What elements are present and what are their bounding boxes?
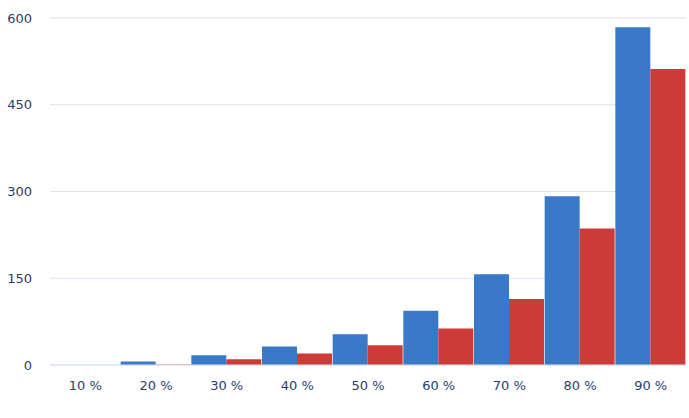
svg-text:10 %: 10 % [69, 378, 102, 393]
svg-text:60 %: 60 % [422, 378, 455, 393]
svg-text:0: 0 [24, 358, 32, 373]
svg-text:450: 450 [8, 97, 32, 112]
svg-text:40 %: 40 % [281, 378, 314, 393]
svg-text:50 %: 50 % [351, 378, 384, 393]
svg-text:20 %: 20 % [139, 378, 172, 393]
svg-text:30 %: 30 % [210, 378, 243, 393]
svg-text:150: 150 [8, 271, 32, 286]
svg-text:600: 600 [8, 11, 32, 26]
svg-text:90 %: 90 % [634, 378, 667, 393]
svg-text:70 %: 70 % [493, 378, 526, 393]
svg-text:80 %: 80 % [563, 378, 596, 393]
svg-text:300: 300 [8, 184, 32, 199]
